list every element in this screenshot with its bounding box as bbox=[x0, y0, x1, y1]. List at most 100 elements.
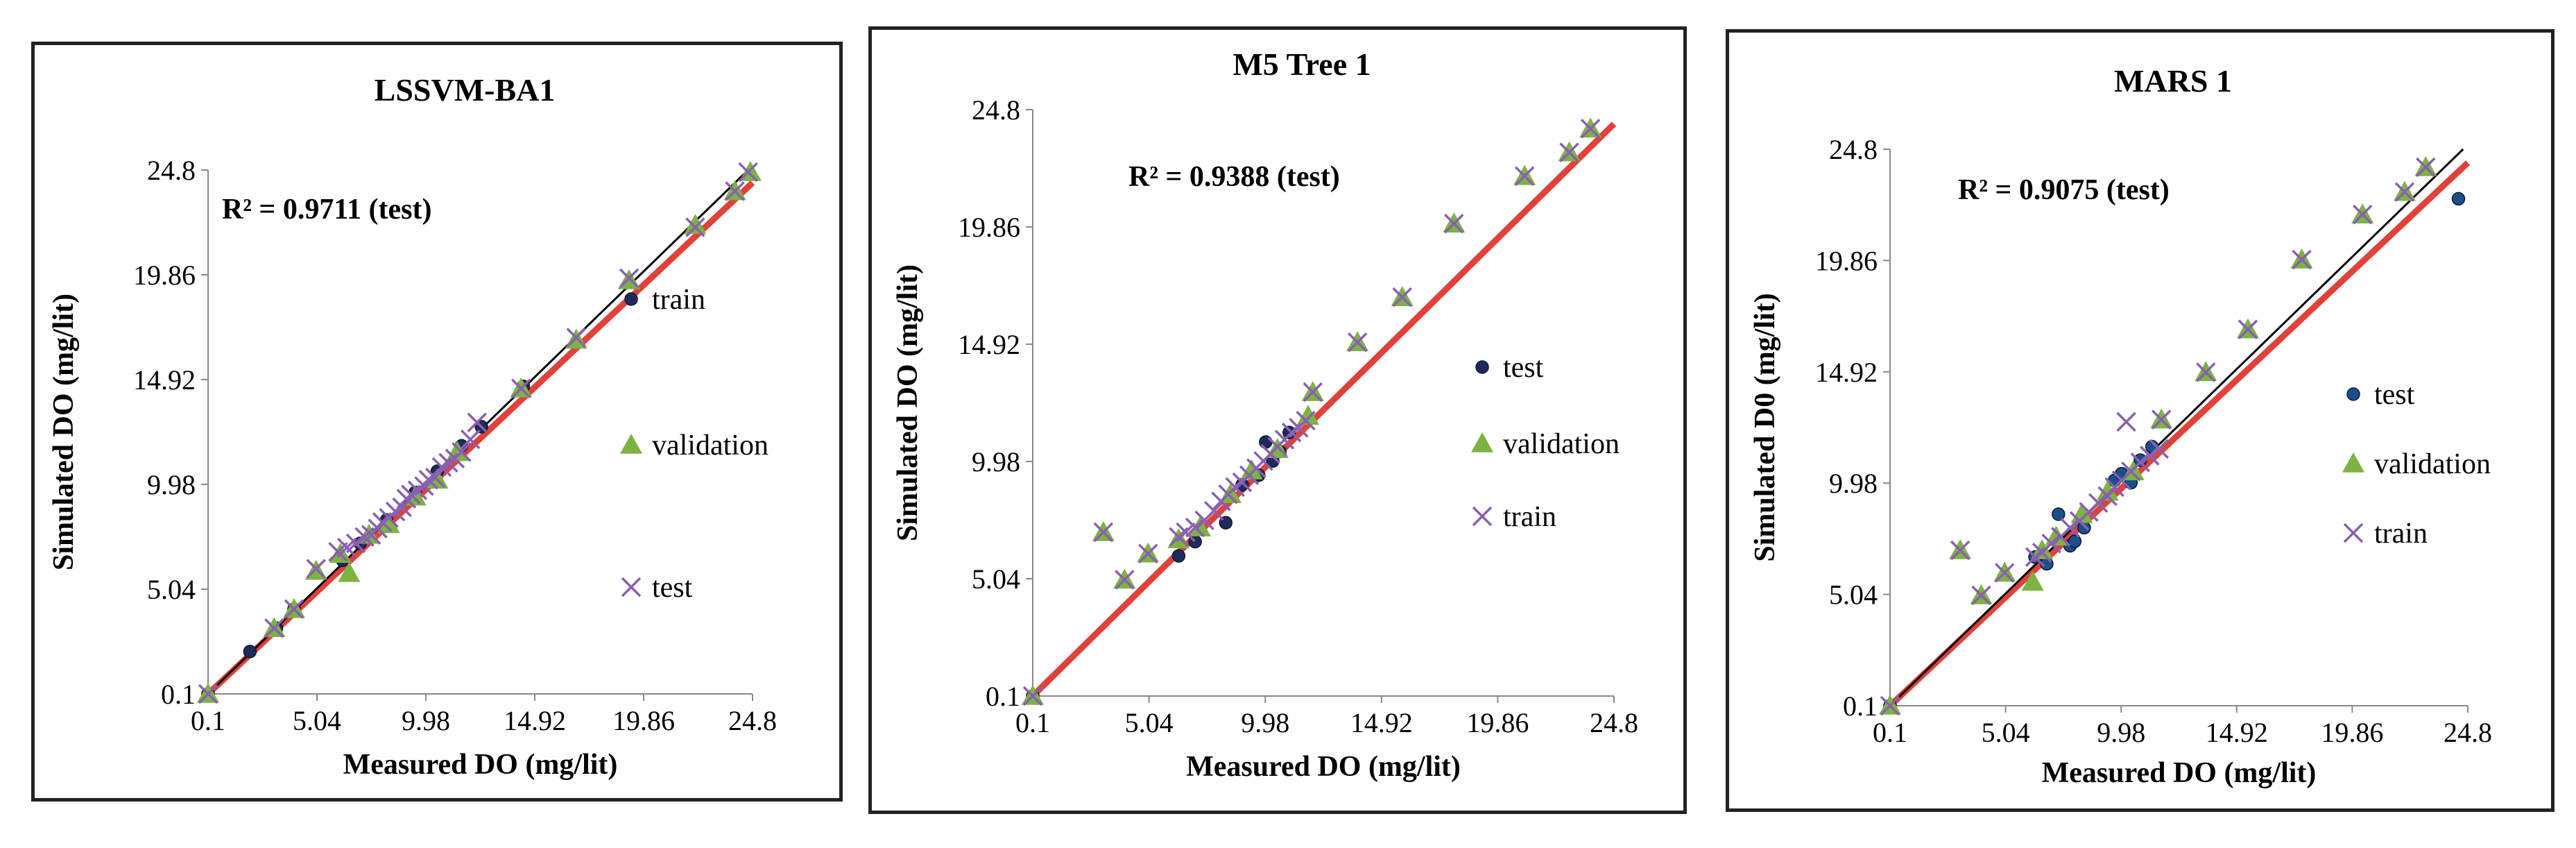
x-tick-label: 5.04 bbox=[1982, 717, 2030, 748]
data-point-test bbox=[2451, 192, 2466, 206]
data-point-train bbox=[1880, 695, 1900, 716]
y-tick-label: 19.86 bbox=[1815, 245, 1878, 276]
y-tick-label: 14.92 bbox=[958, 329, 1020, 360]
y-tick-label: 9.98 bbox=[1829, 468, 1878, 499]
chart-mars: MARS 1 0.1 5.04 9.98 14.92 19.86 24.8 0.1 5.04 9.… bbox=[1749, 63, 2492, 789]
chart-panel-lssvm: LSSVM-BA1 0.1 5.04 9.98 14.92 19.86 24.8 0.1 5.0… bbox=[31, 42, 843, 802]
y-tick-label: 0.1 bbox=[161, 679, 196, 710]
y-tick-label: 9.98 bbox=[147, 469, 196, 500]
data-point-train bbox=[2060, 518, 2080, 538]
data-point-test bbox=[354, 527, 375, 548]
legend-marker-test bbox=[621, 577, 642, 597]
data-point-test bbox=[2068, 534, 2082, 548]
data-point-test bbox=[738, 162, 758, 183]
y-tick-label: 5.04 bbox=[972, 563, 1020, 595]
data-point-test bbox=[284, 599, 304, 619]
y-tick-label: 0.1 bbox=[1843, 690, 1878, 722]
chart-panel-mars: MARS 1 0.1 5.04 9.98 14.92 19.86 24.8 0.1 5.04 9.… bbox=[1726, 29, 2554, 812]
x-tick-label: 9.98 bbox=[1241, 707, 1289, 738]
legend-marker-test bbox=[2346, 387, 2360, 401]
legend-label: validation bbox=[652, 430, 768, 461]
legend-label: test bbox=[652, 572, 693, 604]
y-axis-label: Simulated DO (mg/lit) bbox=[892, 264, 924, 541]
data-point-train bbox=[1176, 522, 1196, 543]
legend-marker-validation bbox=[620, 434, 642, 454]
data-point-test bbox=[345, 533, 366, 554]
data-point-test bbox=[511, 378, 531, 399]
y-axis-label: Simulated DO (mg/lit) bbox=[48, 294, 80, 570]
y-tick-label: 24.8 bbox=[147, 155, 196, 186]
data-point-validation bbox=[1296, 405, 1319, 425]
data-point-train bbox=[1514, 166, 1535, 187]
x-tick-label: 24.8 bbox=[1590, 707, 1638, 738]
chart-m5tree: M5 Tree 1 0.1 5.04 9.98 14.92 19.86 24.8 0.1 5.0… bbox=[892, 46, 1638, 783]
data-point-train bbox=[2116, 412, 2136, 432]
y-tick-label: 14.92 bbox=[133, 364, 196, 396]
x-tick-label: 14.92 bbox=[504, 705, 566, 736]
y-tick-label: 0.1 bbox=[986, 681, 1020, 712]
data-point-test bbox=[725, 181, 745, 201]
legend-marker-train bbox=[1472, 506, 1493, 527]
legend-marker-train bbox=[2343, 523, 2364, 543]
data-point-test bbox=[2052, 507, 2066, 521]
data-point-train bbox=[1185, 517, 1205, 538]
data-point-train bbox=[2238, 319, 2258, 339]
x-tick-label: 24.8 bbox=[728, 705, 777, 736]
x-tick-label: 0.1 bbox=[1873, 717, 1907, 748]
data-point-validation bbox=[1240, 459, 1263, 480]
data-point-train bbox=[1347, 332, 1368, 353]
data-point-test bbox=[306, 559, 326, 579]
data-point-train bbox=[1392, 287, 1412, 307]
legend-marker-train bbox=[624, 292, 638, 306]
x-axis-label: Measured DO (mg/lit) bbox=[343, 749, 618, 781]
data-point-test bbox=[619, 268, 639, 289]
legend-marker-test bbox=[1475, 360, 1489, 374]
x-tick-label: 5.04 bbox=[293, 705, 341, 736]
data-point-train bbox=[1138, 543, 1158, 563]
data-point-train bbox=[2088, 493, 2109, 514]
legend-label: validation bbox=[2374, 448, 2491, 480]
legend-label: train bbox=[652, 284, 705, 316]
data-point-validation bbox=[684, 214, 707, 235]
x-tick-label: 9.98 bbox=[2097, 717, 2145, 748]
data-point-train bbox=[2140, 446, 2160, 466]
data-point-test bbox=[198, 684, 218, 704]
x-tick-label: 14.92 bbox=[1350, 707, 1413, 738]
fit-line bbox=[1030, 121, 1617, 699]
y-tick-label: 5.04 bbox=[1829, 579, 1878, 611]
data-point-train bbox=[1995, 563, 2015, 583]
y-tick-label: 24.8 bbox=[972, 94, 1020, 126]
data-point-train bbox=[1303, 382, 1323, 402]
x-tick-label: 9.98 bbox=[402, 705, 450, 736]
data-point-train bbox=[1559, 142, 1579, 162]
legend-label: test bbox=[2374, 379, 2415, 411]
y-tick-label: 14.92 bbox=[1815, 357, 1878, 388]
legend-marker-validation bbox=[1471, 432, 1493, 452]
x-tick-label: 0.1 bbox=[191, 705, 225, 736]
data-point-test bbox=[2077, 520, 2091, 535]
data-point-train bbox=[2394, 182, 2415, 202]
r-squared-annotation: R² = 0.9388 (test) bbox=[1128, 161, 1340, 193]
data-point-train bbox=[2149, 439, 2170, 459]
x-axis-label: Measured DO (mg/lit) bbox=[2042, 757, 2317, 789]
data-point-test bbox=[685, 217, 705, 237]
data-point-train bbox=[2292, 249, 2312, 270]
chart-title: LSSVM-BA1 bbox=[375, 72, 556, 108]
data-point-validation bbox=[2021, 570, 2044, 591]
chart-panel-m5tree: M5 Tree 1 0.1 5.04 9.98 14.92 19.86 24.8 0.1 5.0… bbox=[868, 26, 1687, 814]
y-tick-label: 19.86 bbox=[133, 260, 196, 291]
y-axis-label: Simulated D0 (mg/lit) bbox=[1749, 293, 1781, 561]
data-point-test bbox=[264, 618, 284, 638]
data-point-train bbox=[2196, 362, 2216, 382]
y-tick-label: 24.8 bbox=[1829, 134, 1878, 165]
x-axis-label: Measured DO (mg/lit) bbox=[1186, 751, 1461, 783]
data-point-train bbox=[1022, 686, 1043, 706]
legend-label: validation bbox=[1503, 428, 1620, 460]
data-point-test bbox=[1171, 549, 1186, 563]
x-tick-label: 0.1 bbox=[1015, 707, 1050, 738]
data-point-validation bbox=[338, 561, 361, 582]
data-point-train bbox=[1580, 119, 1601, 139]
legend-label: test bbox=[1503, 352, 1544, 384]
data-point-validation bbox=[2096, 480, 2119, 501]
y-tick-label: 19.86 bbox=[958, 212, 1020, 243]
